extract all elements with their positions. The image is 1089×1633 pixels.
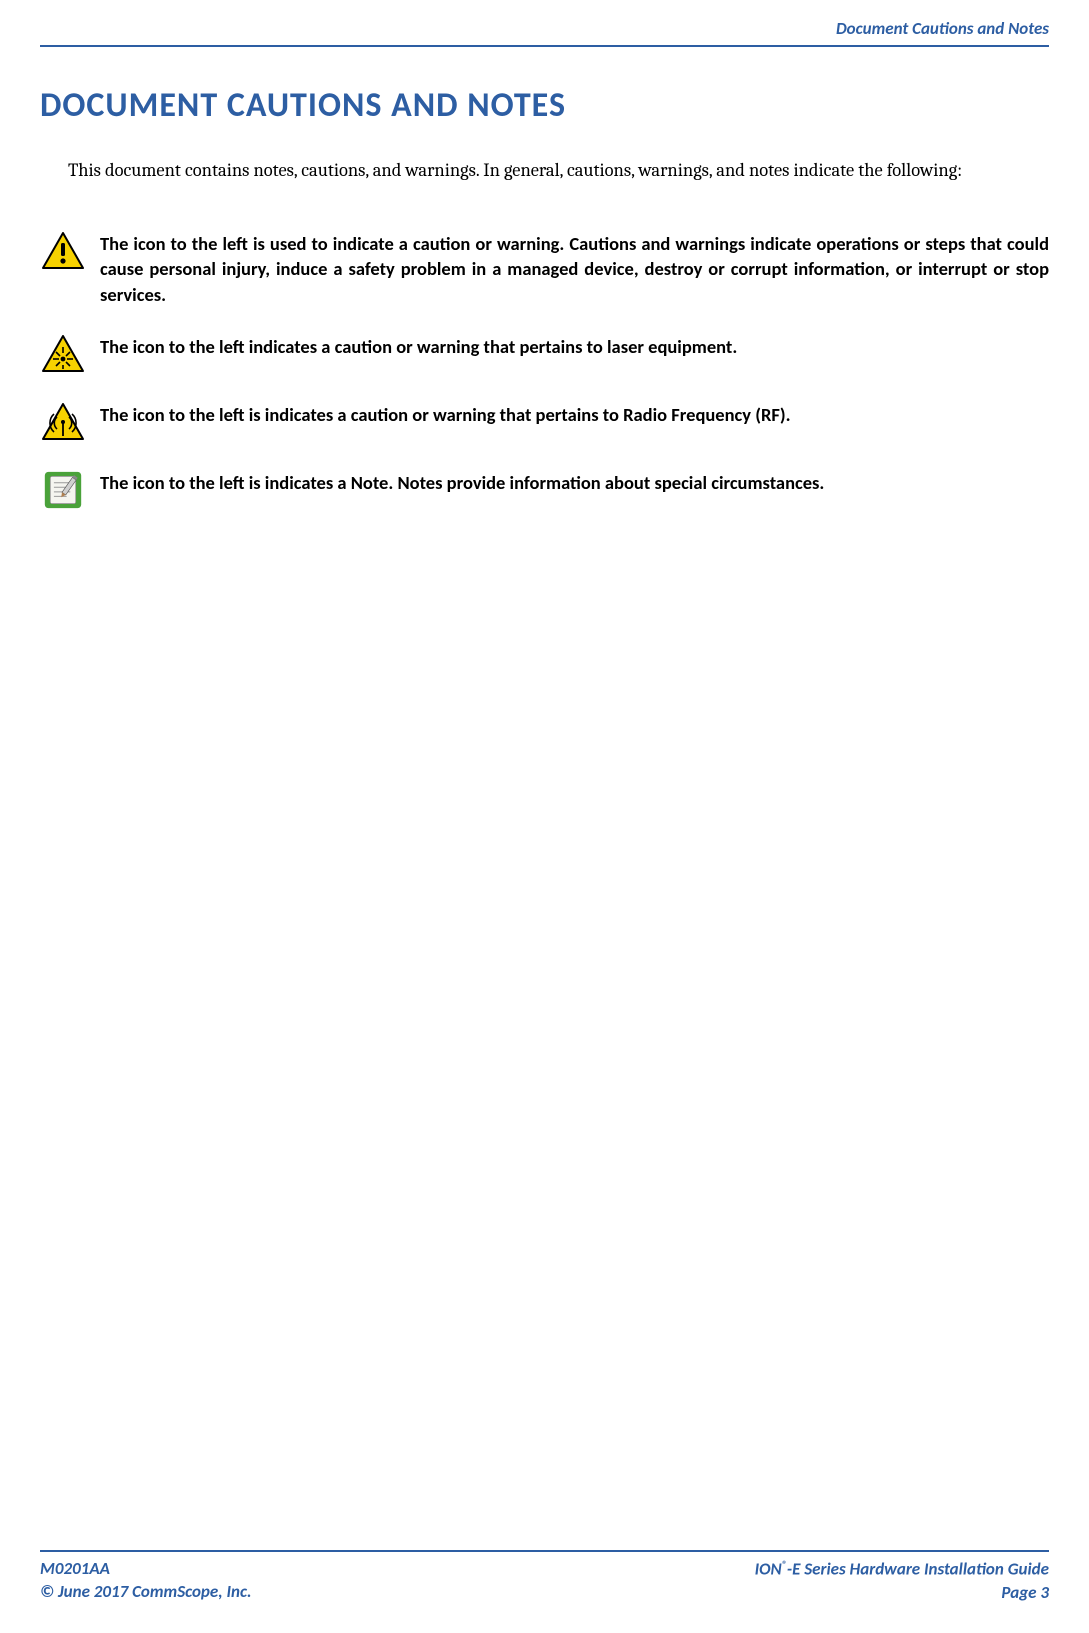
page-footer: M0201AA © June 2017 CommScope, Inc. ION®… [40, 1550, 1049, 1633]
footer-row: M0201AA © June 2017 CommScope, Inc. ION®… [40, 1558, 1049, 1605]
list-item: The icon to the left is indicates a caut… [40, 402, 1049, 444]
list-item-text: The icon to the left is indicates a Note… [100, 470, 1049, 496]
footer-divider [40, 1550, 1049, 1552]
footer-guide-title: ION®-E Series Hardware Installation Guid… [755, 1558, 1049, 1582]
page-title: DOCUMENT CAUTIONS AND NOTES [40, 85, 1049, 126]
header-section-title: Document Cautions and Notes [40, 18, 1049, 45]
list-item: The icon to the left is used to indicate… [40, 231, 1049, 308]
document-page: Document Cautions and Notes DOCUMENT CAU… [0, 0, 1089, 1633]
header-divider [40, 45, 1049, 47]
footer-right: ION®-E Series Hardware Installation Guid… [755, 1558, 1049, 1605]
page-header: Document Cautions and Notes [40, 0, 1049, 47]
list-item-text: The icon to the left indicates a caution… [100, 334, 1049, 360]
list-item: The icon to the left indicates a caution… [40, 334, 1049, 376]
list-item: The icon to the left is indicates a Note… [40, 470, 1049, 512]
note-icon [40, 470, 86, 512]
warning-icon [40, 231, 86, 273]
intro-paragraph: This document contains notes, cautions, … [68, 158, 1049, 183]
rf-icon [40, 402, 86, 444]
footer-page-number: Page 3 [755, 1582, 1049, 1605]
list-item-text: The icon to the left is indicates a caut… [100, 402, 1049, 428]
footer-left: M0201AA © June 2017 CommScope, Inc. [40, 1558, 252, 1605]
list-item-text: The icon to the left is used to indicate… [100, 231, 1049, 308]
laser-icon [40, 334, 86, 376]
footer-copyright: © June 2017 CommScope, Inc. [40, 1581, 252, 1604]
footer-doc-id: M0201AA [40, 1558, 252, 1581]
cautions-list: The icon to the left is used to indicate… [40, 231, 1049, 538]
